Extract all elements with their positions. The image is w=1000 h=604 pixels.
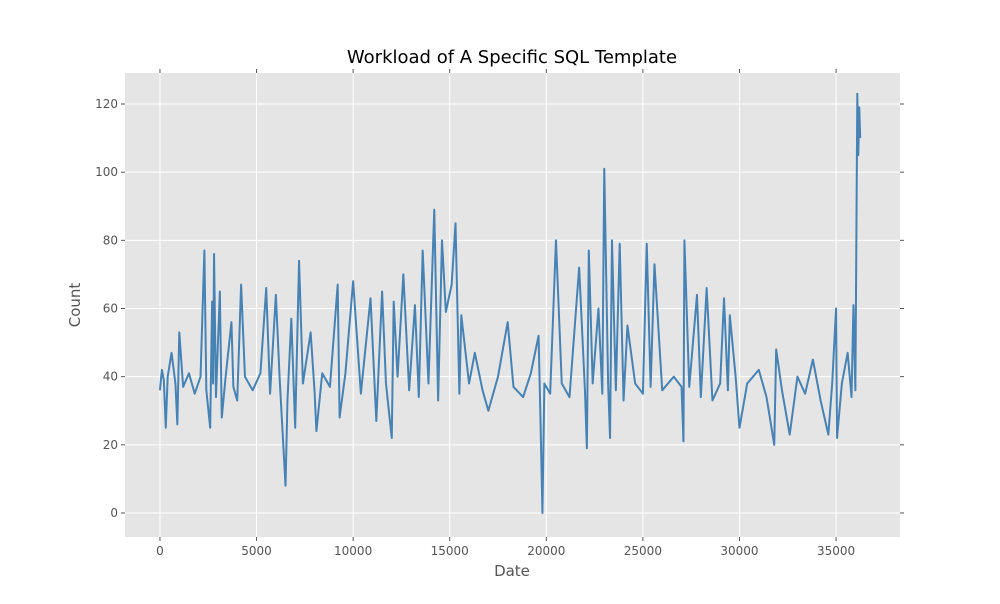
y-axis-label: Count	[66, 283, 84, 328]
y-tick-label: 40	[103, 370, 118, 384]
y-tick-label: 20	[103, 438, 118, 452]
y-tick-label: 120	[95, 97, 118, 111]
y-tick-label: 0	[110, 506, 118, 520]
x-axis-label: Date	[494, 562, 530, 580]
y-tick-label: 60	[103, 301, 118, 315]
y-tick-label: 100	[95, 165, 118, 179]
data-line	[158, 92, 862, 514]
x-tick-label: 10000	[334, 544, 372, 558]
x-tick-label: 30000	[720, 544, 758, 558]
x-tick-label: 15000	[431, 544, 469, 558]
x-tick-label: 5000	[241, 544, 272, 558]
x-tick-label: 0	[156, 544, 164, 558]
x-tick-label: 20000	[527, 544, 565, 558]
y-tick-label: 80	[103, 233, 118, 247]
chart-title: Workload of A Specific SQL Template	[347, 47, 677, 68]
x-tick-label: 35000	[817, 544, 855, 558]
x-tick-label: 25000	[624, 544, 662, 558]
plot-area	[125, 73, 900, 537]
